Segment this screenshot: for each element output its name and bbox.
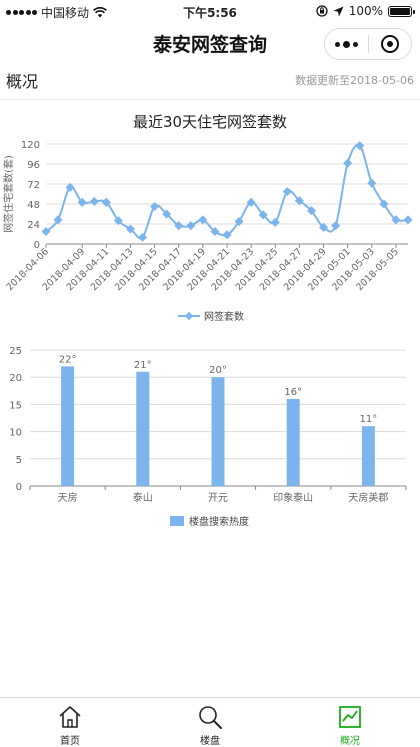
tab-bar: 首页 楼盘 概况 [0,697,420,747]
wifi-icon [93,7,107,18]
line-chart-container: 最近30天住宅网签套数 0 24 48 72 96 120 网签住宅套数(套) 2018-04-… [0,100,420,332]
bar-chart: 0 5 10 15 20 25 22° 天房 21° 泰山 20° 开元 16° 印象泰山 11° 天房美郡楼… [9,346,407,528]
tab-label-overview: 概况 [340,736,360,747]
data-point [367,178,377,188]
data-point [222,230,232,240]
data-point [41,226,51,237]
rotation-lock-icon [316,5,328,17]
data-point [162,209,172,219]
bar [286,398,300,486]
y-tick-label: 15 [9,400,22,411]
data-point [270,217,280,227]
data-point [89,196,99,207]
bar [211,377,225,486]
data-point [150,201,160,212]
data-update-text: 数据更新至2018-05-06 [295,74,414,87]
x-category-label: 天房美郡 [348,491,388,504]
x-category-label: 开元 [208,493,228,504]
y-tick-label: 120 [21,140,40,151]
mini-program-capsule [324,28,412,60]
data-point [343,158,353,168]
data-point [282,186,292,197]
target-circle-icon [380,35,399,53]
bar-data-label: 20° [209,365,227,376]
bar-data-label: 11° [360,414,378,425]
capsule-divider [367,35,369,53]
data-point [210,226,220,237]
carrier-name: 中国移动 [41,6,90,20]
legend-label: 楼盘搜索热度 [189,515,249,528]
signal-strength-icon [6,10,37,15]
bar [61,366,75,486]
tab-home[interactable]: 首页 [0,698,140,747]
data-point [331,221,341,231]
data-point [234,216,244,227]
y-tick-label: 0 [16,482,22,493]
section-title: 概况 [6,72,39,91]
legend-marker [184,311,194,321]
y-tick-label: 0 [34,240,40,251]
tab-label-buildings: 楼盘 [200,736,220,747]
bar-data-label: 21° [134,360,152,371]
data-point [125,224,135,234]
y-tick-label: 48 [27,200,40,211]
tab-label-home: 首页 [60,736,80,747]
y-tick-label: 24 [27,220,40,231]
x-category-label: 天房 [58,491,78,504]
x-category-label: 印象泰山 [273,491,313,504]
page-title: 泰安网签查询 [152,34,267,56]
more-button[interactable] [325,29,368,59]
line-chart: 最近30天住宅网签套数024487296120网签住宅套数(套)2018-04-… [2,113,413,323]
y-tick-label: 96 [27,160,40,171]
bar [136,371,150,486]
search-icon [196,703,224,731]
trend-chart-icon [336,703,364,731]
y-tick-label: 72 [27,180,40,191]
y-tick-label: 25 [9,346,22,357]
tab-buildings[interactable]: 楼盘 [140,698,280,747]
data-point [186,221,196,231]
nav-bar: 泰安网签查询 [0,22,420,64]
data-point [138,232,148,242]
status-bar: 中国移动 下午5:56 100% [0,0,420,22]
line-chart-title: 最近30天住宅网签套数 [133,113,287,131]
bar-data-label: 16° [284,387,302,398]
bar-chart-container: 0 5 10 15 20 25 22° 天房 21° 泰山 20° 开元 16° 印象泰山 11° 天房美郡楼… [0,336,420,536]
data-point [403,215,413,225]
y-tick-label: 20 [9,373,22,384]
more-dots-icon [334,40,358,48]
battery-percent: 100% [348,4,383,18]
x-category-label: 泰山 [133,491,153,504]
location-arrow-icon [333,6,344,16]
bar-data-label: 22° [59,354,77,365]
battery-icon [388,5,415,17]
status-right: 100% [316,4,415,18]
tab-overview[interactable]: 概况 [280,698,420,747]
legend-label: 网签套数 [204,310,244,323]
y-axis-label: 网签住宅套数(套) [2,155,15,233]
status-left: 中国移动 [6,4,107,21]
y-tick-label: 10 [9,428,22,439]
data-point [355,141,365,151]
overview-header: 概况 数据更新至2018-05-06 [0,64,420,100]
close-mini-program-button[interactable] [369,29,412,59]
legend-marker [170,516,184,526]
y-tick-label: 5 [16,455,22,466]
bar [361,426,375,486]
home-icon [56,703,84,731]
status-time: 下午5:56 [183,6,237,20]
